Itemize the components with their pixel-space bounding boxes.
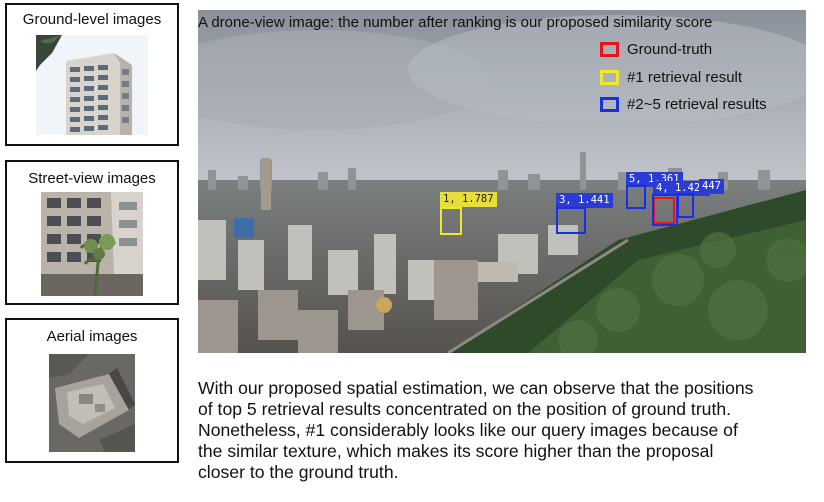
building-photo-icon bbox=[36, 35, 148, 135]
legend-swatch-ground-truth bbox=[600, 42, 619, 57]
aerial-rooftop-photo-icon bbox=[49, 354, 135, 452]
description-line: With our proposed spatial estimation, we… bbox=[198, 378, 754, 398]
street-view-title: Street-view images bbox=[28, 170, 156, 187]
rank-3-label: 3, 1.441 bbox=[556, 193, 613, 208]
rank-4-label: 4, 1.420 bbox=[653, 181, 710, 196]
rank-2-label: 447 bbox=[699, 179, 724, 194]
legend-ground-truth: Ground-truth bbox=[600, 41, 712, 58]
rank-1-label: 1, 1.787 bbox=[440, 192, 497, 207]
aerial-title: Aerial images bbox=[46, 328, 138, 345]
rank-4-box bbox=[652, 194, 678, 226]
rank-1-box bbox=[440, 207, 462, 235]
legend-label-top2-5: #2~5 retrieval results bbox=[627, 96, 767, 113]
rank-5-box bbox=[626, 185, 646, 209]
description-line: Nonetheless, #1 considerably looks like … bbox=[198, 420, 738, 440]
drone-caption: A drone-view image: the number after ran… bbox=[198, 14, 713, 31]
legend-top1: #1 retrieval result bbox=[600, 69, 742, 86]
ground-level-panel: Ground-level images bbox=[5, 3, 179, 146]
description-text: With our proposed spatial estimation, we… bbox=[198, 378, 808, 483]
ground-level-title: Ground-level images bbox=[22, 11, 162, 28]
description-line: of top 5 retrieval results concentrated … bbox=[198, 399, 732, 419]
legend-top2-5: #2~5 retrieval results bbox=[600, 96, 767, 113]
street-building-photo-icon bbox=[41, 192, 143, 296]
legend-swatch-top1 bbox=[600, 70, 619, 85]
rank-3-box bbox=[556, 207, 586, 234]
ground-truth-box bbox=[653, 197, 675, 224]
legend-swatch-top2-5 bbox=[600, 97, 619, 112]
legend-label-top1: #1 retrieval result bbox=[627, 69, 743, 86]
aerial-panel: Aerial images bbox=[5, 318, 179, 463]
rank-2-box bbox=[677, 193, 694, 218]
legend-label-ground-truth: Ground-truth bbox=[627, 41, 713, 58]
description-line: closer to the ground truth. bbox=[198, 462, 399, 482]
description-line: the similar texture, which makes its sco… bbox=[198, 441, 714, 461]
street-view-panel: Street-view images bbox=[5, 160, 179, 305]
